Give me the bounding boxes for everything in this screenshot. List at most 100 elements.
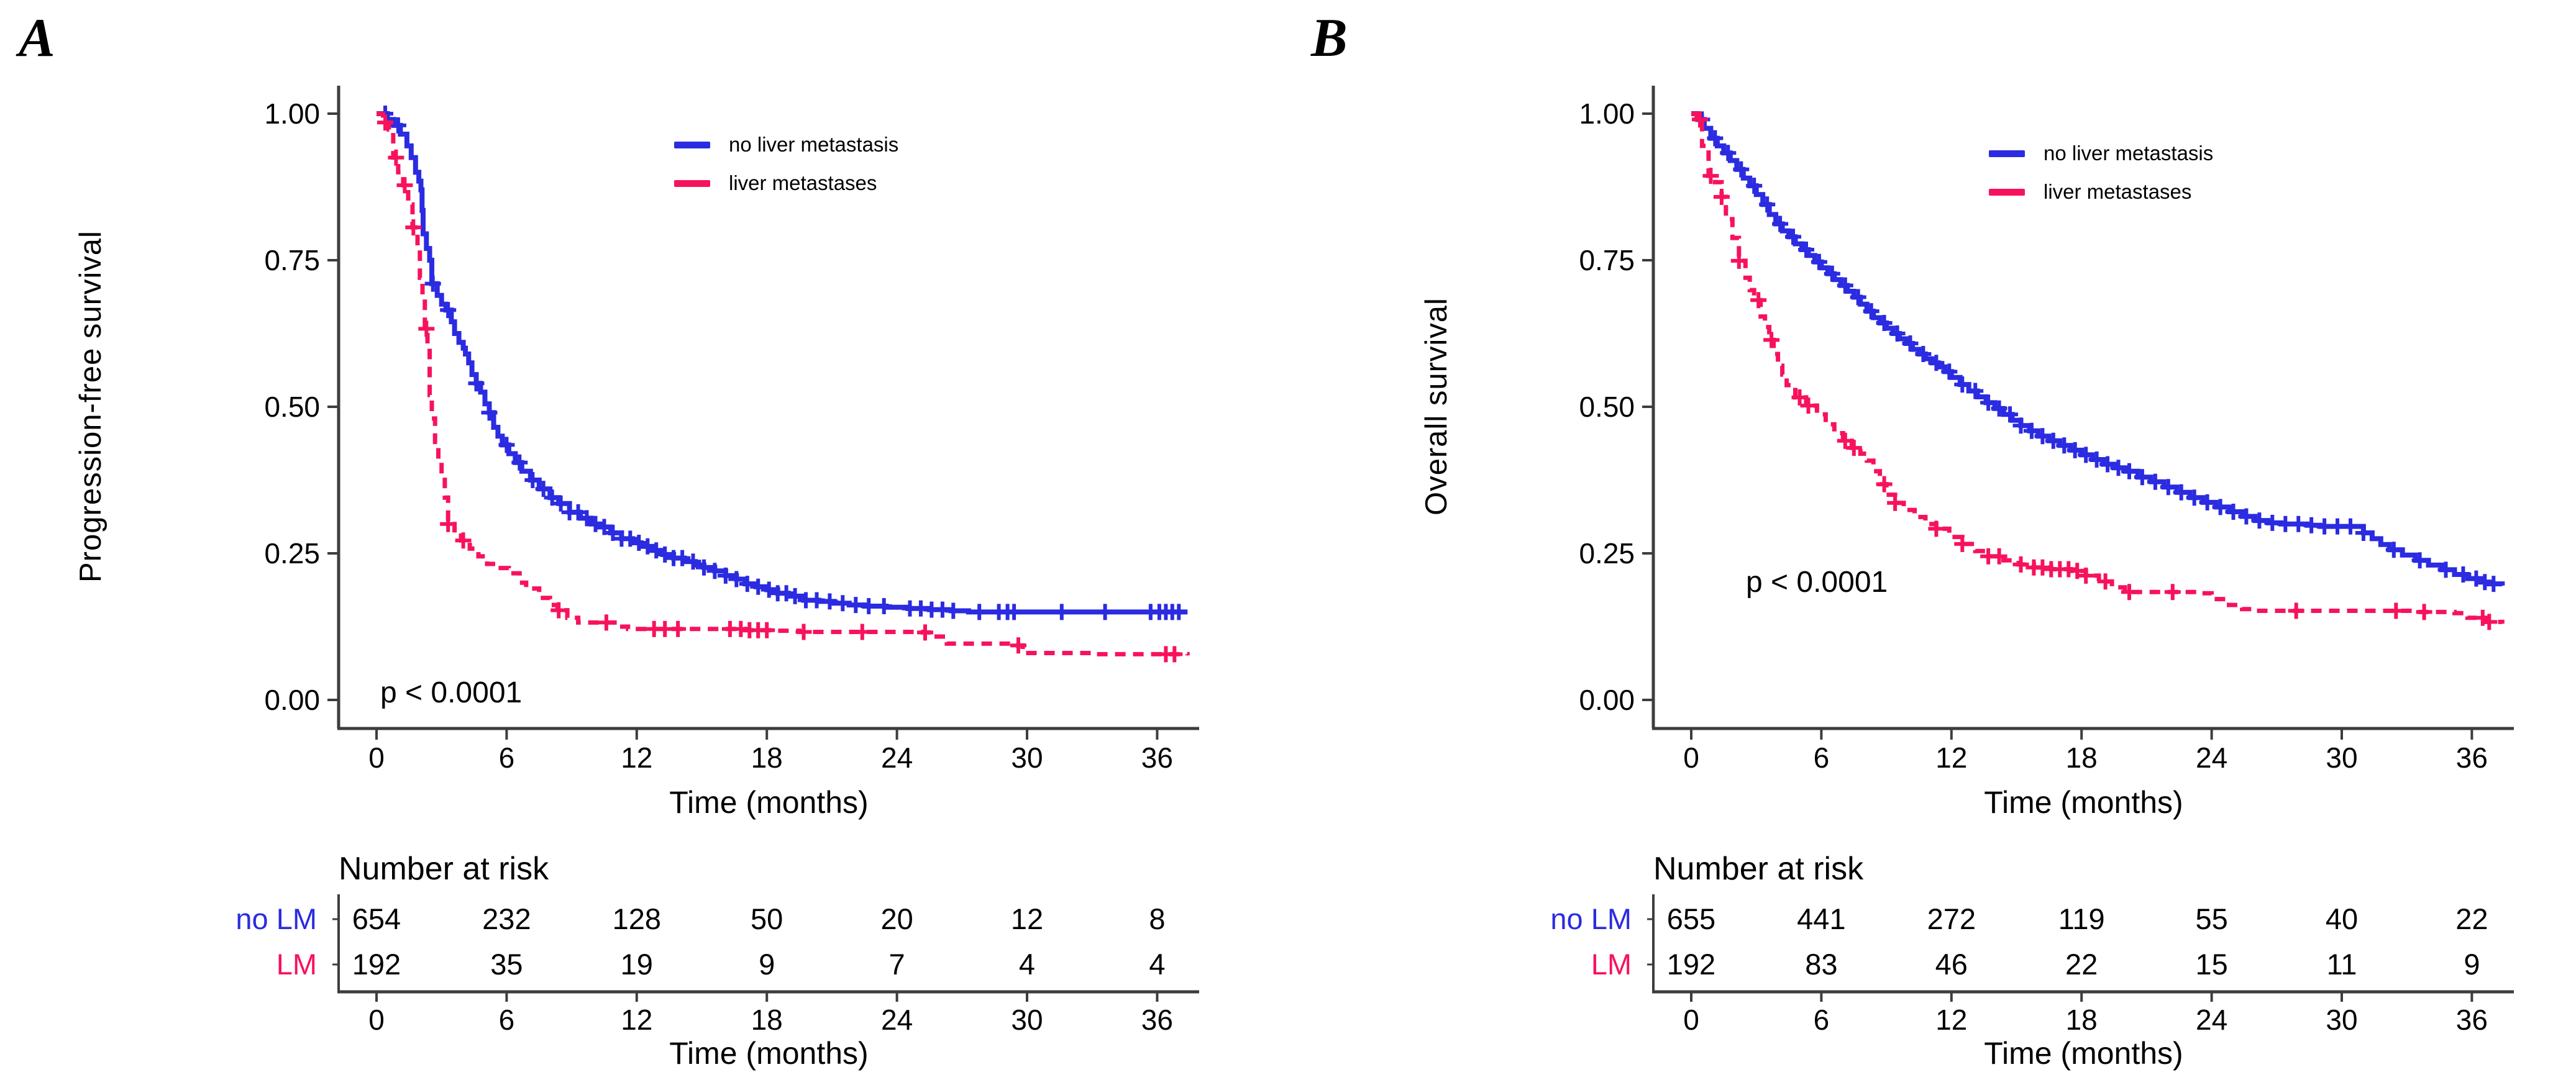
legend-key-no-liver-metastasis-icon — [674, 141, 710, 148]
panel-a-risk-x-axis-title: Time (months) — [669, 1036, 869, 1071]
x-tick-label: 36 — [2455, 742, 2488, 774]
legend-label-liver-metastases: liver metastases — [729, 171, 877, 194]
risk-count: 7 — [888, 948, 905, 981]
risk-count: 192 — [1666, 948, 1716, 981]
risk-x-tick-label: 18 — [751, 1004, 783, 1036]
risk-count: 441 — [1797, 902, 1846, 935]
risk-row-label-lm: LM — [1591, 948, 1632, 981]
risk-count: 15 — [2195, 948, 2228, 981]
legend-key-liver-metastases-icon — [674, 179, 710, 187]
x-tick-label: 12 — [1935, 742, 1968, 774]
risk-count: 40 — [2325, 902, 2359, 935]
panel-a-risk-table-title: Number at risk — [339, 851, 549, 887]
risk-count: 272 — [1927, 902, 1976, 935]
panel-a-p-value: p < 0.0001 — [380, 676, 523, 709]
y-tick-label: 0.50 — [264, 391, 320, 423]
risk-count: 232 — [482, 902, 531, 935]
risk-count: 654 — [352, 902, 401, 935]
panel-b-legend: no liver metastasis liver metastases — [1989, 141, 2213, 218]
panel-a-label: A — [19, 8, 55, 68]
y-tick-label: 1.00 — [1579, 98, 1635, 130]
risk-row-label-no-lm: no LM — [235, 902, 317, 935]
risk-x-tick-label: 36 — [1141, 1004, 1173, 1036]
x-tick-label: 6 — [498, 742, 515, 774]
risk-x-tick-label: 18 — [2065, 1004, 2098, 1036]
panel-b-label: B — [1311, 8, 1348, 68]
risk-count: 128 — [612, 902, 661, 935]
y-tick-label: 0.00 — [1579, 684, 1635, 716]
x-tick-label: 0 — [368, 742, 385, 774]
risk-x-tick-label: 6 — [1813, 1004, 1830, 1036]
risk-x-tick-label: 0 — [1683, 1004, 1699, 1036]
risk-count: 9 — [2464, 948, 2480, 981]
risk-count: 8 — [1149, 902, 1166, 935]
x-tick-label: 18 — [2065, 742, 2098, 774]
x-tick-label: 18 — [751, 742, 783, 774]
risk-count: 22 — [2455, 902, 2488, 935]
legend-key-liver-metastases-icon — [1989, 188, 2025, 196]
risk-x-tick-label: 6 — [498, 1004, 515, 1036]
legend-key-no-liver-metastasis-icon — [1989, 150, 2025, 157]
panel-a: A Progression-free survival no liver met… — [0, 0, 1261, 1080]
censor-marks-liver-metastases — [377, 114, 1183, 663]
risk-count: 11 — [2326, 948, 2357, 981]
panel-b-p-value: p < 0.0001 — [1746, 566, 1888, 599]
legend-item-liver-metastases: liver metastases — [674, 171, 898, 196]
y-tick-label: 1.00 — [264, 98, 320, 130]
risk-count: 4 — [1149, 948, 1166, 981]
risk-count: 19 — [620, 948, 653, 981]
x-tick-label: 24 — [2196, 742, 2228, 774]
risk-count: 20 — [880, 902, 913, 935]
risk-x-tick-label: 36 — [2455, 1004, 2488, 1036]
legend-label-no-liver-metastasis: no liver metastasis — [2044, 142, 2214, 165]
risk-x-tick-label: 0 — [368, 1004, 385, 1036]
legend-item-liver-metastases: liver metastases — [1989, 179, 2213, 204]
censor-marks-liver-metastases — [1692, 111, 2498, 630]
risk-count: 119 — [2058, 902, 2105, 935]
risk-count: 83 — [1805, 948, 1838, 981]
x-tick-label: 6 — [1813, 742, 1830, 774]
legend-label-no-liver-metastasis: no liver metastasis — [729, 133, 899, 156]
risk-row-label-lm: LM — [276, 948, 317, 981]
km-curve-liver-metastases — [377, 111, 1190, 656]
risk-x-tick-label: 30 — [2326, 1004, 2358, 1036]
y-tick-label: 0.25 — [264, 537, 320, 569]
legend-item-no-liver-metastasis: no liver metastasis — [674, 132, 898, 157]
y-tick-label: 0.75 — [264, 244, 320, 276]
y-tick-label: 0.00 — [264, 684, 320, 716]
risk-count: 9 — [759, 948, 775, 981]
x-tick-label: 36 — [1141, 742, 1173, 774]
panel-a-x-axis-title: Time (months) — [669, 785, 869, 820]
risk-x-tick-label: 24 — [881, 1004, 913, 1036]
x-tick-label: 30 — [1011, 742, 1043, 774]
panel-b-y-axis-title: Overall survival — [1420, 297, 1453, 516]
risk-row-label-no-lm: no LM — [1550, 902, 1632, 935]
legend-label-liver-metastases: liver metastases — [2044, 180, 2192, 203]
panel-b-risk-x-axis-title: Time (months) — [1984, 1036, 2183, 1071]
risk-count: 35 — [490, 948, 523, 981]
risk-x-tick-label: 12 — [1935, 1004, 1968, 1036]
panel-a-legend: no liver metastasis liver metastases — [674, 132, 898, 209]
risk-x-tick-label: 12 — [621, 1004, 653, 1036]
y-tick-label: 0.75 — [1579, 244, 1635, 276]
x-tick-label: 0 — [1683, 742, 1699, 774]
risk-count: 192 — [352, 948, 401, 981]
panel-b-x-axis-title: Time (months) — [1984, 785, 2183, 820]
panel-b: B Overall survival no liver metastasis l… — [1311, 0, 2576, 1080]
y-tick-label: 0.50 — [1579, 391, 1635, 423]
risk-count: 55 — [2195, 902, 2228, 935]
risk-count: 46 — [1935, 948, 1968, 981]
risk-count: 22 — [2065, 948, 2098, 981]
y-tick-label: 0.25 — [1579, 537, 1635, 569]
panel-b-risk-table-title: Number at risk — [1653, 851, 1864, 887]
risk-x-tick-label: 30 — [1011, 1004, 1043, 1036]
risk-x-tick-label: 24 — [2196, 1004, 2228, 1036]
panel-a-y-axis-title: Progression-free survival — [74, 230, 107, 583]
x-tick-label: 12 — [621, 742, 653, 774]
risk-count: 4 — [1018, 948, 1036, 981]
x-tick-label: 30 — [2326, 742, 2358, 774]
risk-count: 50 — [751, 902, 783, 935]
x-tick-label: 24 — [881, 742, 913, 774]
